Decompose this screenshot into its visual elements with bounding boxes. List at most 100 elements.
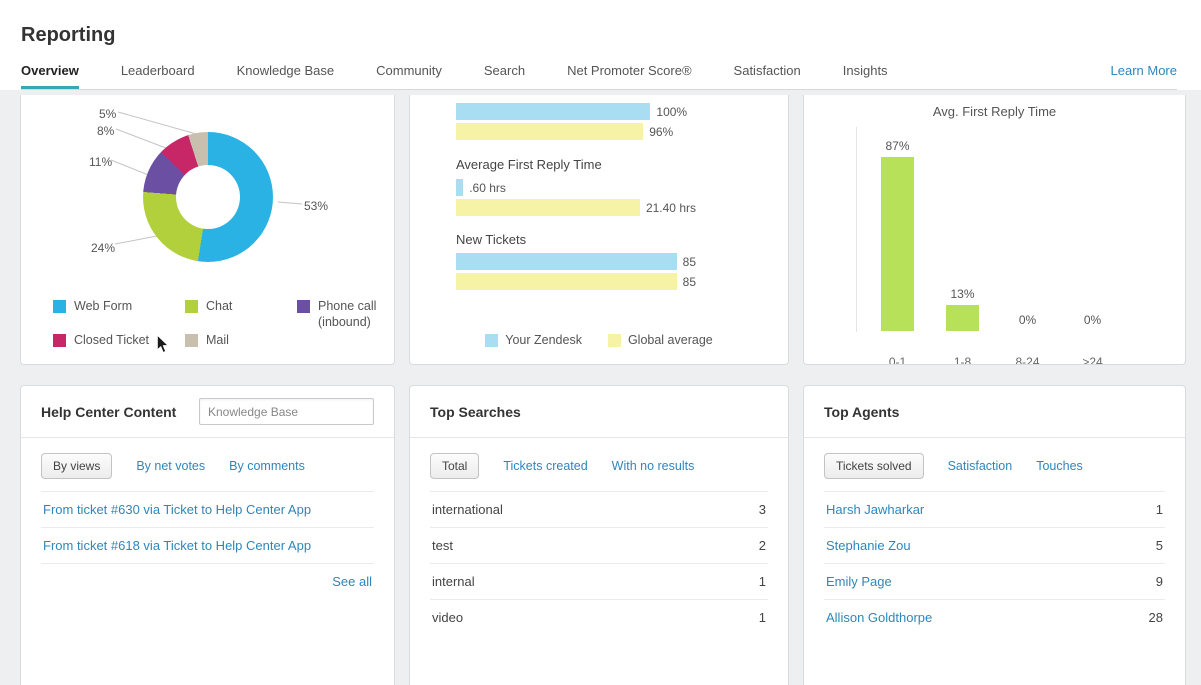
blue-bar: [456, 253, 677, 270]
satisfaction-link[interactable]: Satisfaction: [947, 459, 1013, 473]
card-title: Top Agents: [824, 403, 900, 420]
your-zendesk-swatch: [485, 333, 499, 347]
legend-item-web-form: Web Form: [53, 299, 132, 315]
green-bar: [946, 305, 979, 331]
bar-row-global-tickets: 85: [456, 273, 696, 290]
x-label-gt24: >24: [1082, 355, 1103, 365]
bar-row-global-pct: 96%: [456, 123, 696, 140]
search-term: video: [432, 610, 464, 625]
donut-label-web-form: 53%: [304, 199, 329, 213]
tab-community[interactable]: Community: [376, 63, 442, 78]
bar-column-gt24: 0%: [1083, 313, 1102, 327]
chart-title: Avg. First Reply Time: [932, 104, 1057, 119]
tickets-by-channel-card: 5% 8% 11% 24% 53% Web Form Chat Phone ca…: [20, 95, 395, 365]
bar-column-1-8: 13%: [946, 287, 979, 331]
donut-label-chat: 24%: [91, 241, 116, 255]
legend-item-closed-ticket: Closed Ticket: [53, 333, 149, 349]
agent-count: 5: [1155, 538, 1163, 553]
tab-satisfaction[interactable]: Satisfaction: [733, 63, 801, 78]
tab-leaderboard[interactable]: Leaderboard: [120, 63, 195, 78]
agent-count: 28: [1148, 610, 1163, 625]
ticket-630-link[interactable]: From ticket #630 via Ticket to Help Cent…: [43, 502, 312, 517]
with-no-results-link[interactable]: With no results: [611, 459, 695, 473]
search-term: international: [432, 502, 503, 517]
donut-label-mail: 5%: [99, 107, 117, 121]
search-count: 1: [758, 574, 766, 589]
tab-net-promoter-score[interactable]: Net Promoter Score®: [567, 63, 692, 78]
group-label-new-tickets: New Tickets: [456, 232, 527, 247]
benchmark-card: 100% 96% Average First Reply Time .60 hr…: [409, 95, 789, 365]
bar-column-0-1: 87%: [881, 139, 914, 331]
avg-first-reply-time-card: Avg. First Reply Time 87% 13% 0% 0% 0-1 …: [803, 95, 1186, 365]
legend-item-your-zendesk: Your Zendesk: [485, 333, 582, 347]
top-agents-header: Top Agents: [804, 386, 1185, 438]
card-title: Top Searches: [430, 403, 521, 420]
search-term-row: video 1: [430, 599, 768, 635]
benchmark-legend: Your Zendesk Global average: [410, 333, 788, 347]
x-label-8-24: 8-24: [1015, 355, 1040, 365]
agent-row: Harsh Jawharkar 1: [824, 491, 1165, 527]
top-searches-filter-tabs: Total Tickets created With no results: [430, 453, 768, 479]
search-term-row: internal 1: [430, 563, 768, 599]
list-item: From ticket #618 via Ticket to Help Cent…: [41, 527, 374, 563]
search-term: internal: [432, 574, 475, 589]
group-label-avg-first-reply: Average First Reply Time: [456, 157, 602, 172]
search-count: 3: [758, 502, 766, 517]
knowledge-base-select[interactable]: Knowledge Base: [199, 398, 374, 425]
learn-more-link[interactable]: Learn More: [1110, 63, 1177, 78]
blue-bar: [456, 179, 464, 196]
donut-label-phone-call: 11%: [89, 155, 113, 169]
agent-name-link[interactable]: Harsh Jawharkar: [826, 502, 925, 517]
bar-row-your-zendesk-tickets: 85: [456, 253, 696, 270]
see-all-row: See all: [41, 563, 374, 599]
help-center-header: Help Center Content Knowledge Base: [21, 386, 394, 438]
tickets-created-link[interactable]: Tickets created: [503, 459, 588, 473]
help-center-filter-tabs: By views By net votes By comments: [41, 453, 374, 479]
channels-donut-chart[interactable]: [143, 132, 273, 262]
touches-link[interactable]: Touches: [1036, 459, 1083, 473]
see-all-link[interactable]: See all: [332, 574, 372, 589]
bar-row-your-zendesk-reply: .60 hrs: [456, 179, 696, 196]
tab-search[interactable]: Search: [483, 63, 526, 78]
search-count: 1: [758, 610, 766, 625]
blue-bar: [456, 103, 651, 120]
total-button[interactable]: Total: [430, 453, 480, 479]
page-header: Reporting Overview Leaderboard Knowledge…: [0, 0, 1201, 90]
y-axis-line: [856, 127, 857, 332]
closed-ticket-swatch: [53, 334, 66, 347]
tab-insights[interactable]: Insights: [842, 63, 888, 78]
web-form-swatch: [53, 300, 66, 313]
global-average-swatch: [607, 333, 621, 347]
agent-count: 1: [1155, 502, 1163, 517]
bar-column-8-24: 0%: [1018, 313, 1037, 327]
agent-row: Stephanie Zou 5: [824, 527, 1165, 563]
mouse-cursor: [156, 335, 170, 354]
agent-name-link[interactable]: Emily Page: [826, 574, 892, 589]
legend-item-global-average: Global average: [607, 333, 713, 347]
tab-overview[interactable]: Overview: [21, 63, 79, 89]
ticket-618-link[interactable]: From ticket #618 via Ticket to Help Cent…: [43, 538, 312, 553]
main-tab-bar: Overview Leaderboard Knowledge Base Comm…: [21, 63, 1177, 90]
agent-row: Emily Page 9: [824, 563, 1165, 599]
tab-knowledge-base[interactable]: Knowledge Base: [236, 63, 335, 78]
page-title: Reporting: [21, 24, 116, 46]
legend-item-phone-call: Phone call (inbound): [297, 299, 389, 330]
yellow-bar: [456, 199, 640, 216]
legend-item-chat: Chat: [185, 299, 232, 315]
agent-name-link[interactable]: Allison Goldthorpe: [826, 610, 933, 625]
chat-swatch: [185, 300, 198, 313]
mail-swatch: [185, 334, 198, 347]
yellow-bar: [456, 123, 644, 140]
search-term-row: test 2: [430, 527, 768, 563]
legend-item-mail: Mail: [185, 333, 229, 349]
donut-label-closed-ticket: 8%: [97, 124, 115, 138]
by-comments-link[interactable]: By comments: [229, 459, 305, 473]
agent-row: Allison Goldthorpe 28: [824, 599, 1165, 635]
by-views-button[interactable]: By views: [41, 453, 113, 479]
bar-row-global-reply: 21.40 hrs: [456, 199, 696, 216]
agent-name-link[interactable]: Stephanie Zou: [826, 538, 911, 553]
bar-row-your-zendesk-pct: 100%: [456, 103, 696, 120]
tickets-solved-button[interactable]: Tickets solved: [824, 453, 924, 479]
top-searches-card: Top Searches Total Tickets created With …: [409, 385, 789, 685]
by-net-votes-link[interactable]: By net votes: [136, 459, 206, 473]
